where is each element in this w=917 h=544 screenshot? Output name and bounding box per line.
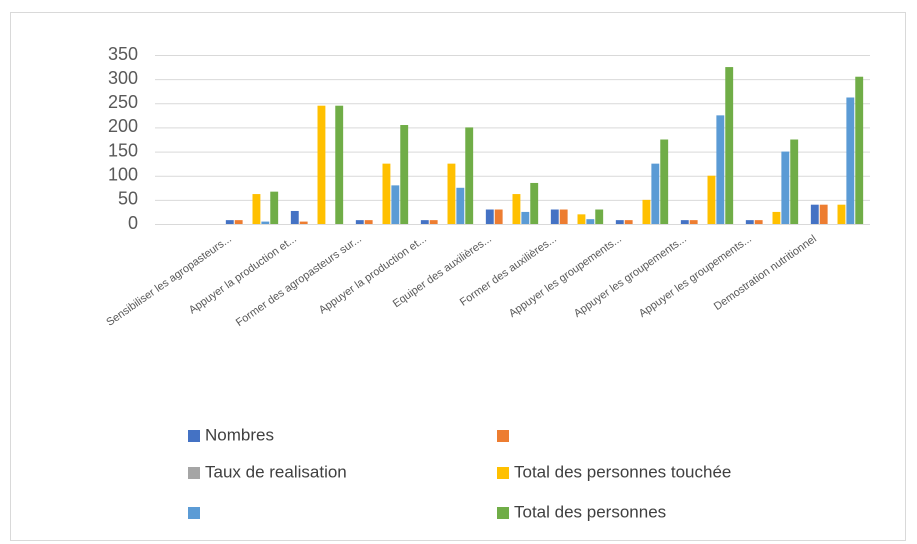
- bar: [680, 220, 689, 224]
- bar: [745, 220, 754, 224]
- bar: [234, 220, 243, 224]
- bar: [819, 204, 828, 224]
- bar: [270, 191, 279, 224]
- bar: [810, 204, 819, 224]
- bar: [317, 105, 326, 224]
- y-tick-label: 150: [108, 140, 138, 160]
- bar: [660, 139, 669, 224]
- legend-swatch: [188, 430, 200, 442]
- bar: [624, 220, 633, 224]
- legend-label: Total des personnes touchée: [514, 462, 731, 481]
- bar: [725, 67, 734, 224]
- bar: [456, 187, 465, 224]
- bar: [550, 209, 559, 224]
- legend-swatch: [497, 430, 509, 442]
- bar: [447, 163, 456, 224]
- bar: [577, 214, 586, 224]
- bar: [754, 220, 763, 224]
- bar: [595, 209, 604, 224]
- legend-label: Nombres: [205, 425, 274, 444]
- y-tick-label: 50: [118, 189, 138, 209]
- bar: [355, 220, 364, 224]
- bar: [261, 221, 270, 224]
- bar: [642, 199, 651, 224]
- bar: [299, 221, 308, 224]
- bar: [615, 220, 624, 224]
- bar: [707, 175, 716, 224]
- bar: [494, 209, 503, 224]
- bar: [559, 209, 568, 224]
- y-tick-label: 200: [108, 116, 138, 136]
- y-tick-label: 100: [108, 164, 138, 184]
- bar: [772, 211, 781, 224]
- bar: [485, 209, 494, 224]
- bar: [586, 219, 595, 224]
- bar: [391, 185, 400, 224]
- bar: [465, 127, 474, 224]
- bar: [290, 210, 299, 224]
- y-tick-label: 350: [108, 44, 138, 64]
- bar: [855, 76, 864, 224]
- bar: [651, 163, 660, 224]
- legend-swatch: [497, 507, 509, 519]
- bar: [512, 194, 521, 224]
- bar: [790, 139, 799, 224]
- legend-swatch: [188, 507, 200, 519]
- bar: [716, 115, 725, 224]
- bar: [521, 211, 530, 224]
- y-tick-label: 0: [128, 213, 138, 233]
- bar: [335, 105, 344, 224]
- legend-label: Taux de realisation: [205, 462, 347, 481]
- y-tick-label: 250: [108, 92, 138, 112]
- bar: [846, 97, 855, 224]
- bar: [689, 220, 698, 224]
- y-tick-label: 300: [108, 68, 138, 88]
- legend-swatch: [188, 467, 200, 479]
- bar: [400, 125, 409, 224]
- chart-border: [10, 12, 906, 541]
- bar: [252, 194, 261, 224]
- bar: [530, 182, 539, 224]
- legend-swatch: [497, 467, 509, 479]
- bar: [420, 220, 429, 224]
- bar: [382, 163, 391, 224]
- bar: [781, 151, 790, 224]
- bar: [364, 220, 373, 224]
- bar: [837, 204, 846, 224]
- bar: [429, 220, 438, 224]
- legend-label: Total des personnes: [514, 502, 666, 521]
- bar: [225, 220, 234, 224]
